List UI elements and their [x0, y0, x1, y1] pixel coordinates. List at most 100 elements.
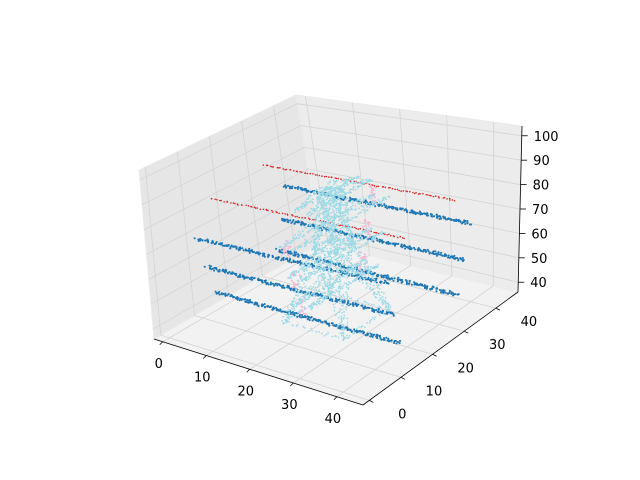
conductor-point [383, 281, 386, 285]
tower-leg-point [329, 247, 332, 250]
tower-ring-point [316, 246, 318, 249]
tower-leg-point [315, 231, 318, 234]
tower-brace-point [331, 234, 333, 237]
tower-arm-point [348, 251, 351, 254]
tower-brace-point [337, 229, 339, 232]
tower-arm-point [322, 224, 325, 227]
tower-arm-point [370, 227, 373, 230]
conductor-point [397, 276, 400, 279]
tower-arm-point [324, 192, 327, 195]
tower-arm-point [312, 202, 314, 204]
tower-brace-point [345, 291, 348, 294]
tower-arm-point [319, 281, 321, 284]
conductor-point [386, 274, 389, 277]
tower-arm-point [324, 276, 327, 279]
ground-wire-point [340, 178, 342, 180]
tower-arm-point [382, 198, 384, 201]
tower-arm-point [313, 302, 316, 305]
tower-ring-point [357, 326, 360, 328]
y-tick-label: 40 [521, 315, 538, 330]
tower-brace-point [329, 240, 331, 243]
conductor-point [419, 212, 422, 215]
conductor-point [464, 222, 467, 226]
conductor-point [308, 319, 311, 322]
tower-arm-point [319, 265, 322, 268]
tower-ring-point [370, 318, 373, 321]
tower-brace-point [346, 229, 348, 232]
conductor-point [298, 315, 301, 318]
tower-brace-point [347, 225, 350, 227]
conductor-point [274, 306, 278, 309]
tower-arm-point [378, 200, 381, 203]
conductor-point [286, 258, 289, 261]
x-tick [333, 396, 338, 401]
ground-wire-point [359, 227, 362, 230]
conductor-point [277, 309, 280, 312]
z-gridline [304, 146, 521, 185]
tower-leg-point [284, 313, 287, 316]
insulator-point [283, 252, 285, 255]
tower-arm-point [324, 284, 326, 287]
insulator-point [300, 305, 303, 308]
tower-arm-point [342, 211, 344, 214]
tower-arm-point [362, 196, 365, 199]
tower-arm-point [295, 269, 297, 272]
tower-arm-point [360, 267, 363, 270]
y-tick [464, 330, 469, 334]
conductor-point [291, 185, 294, 188]
tower-arm-point [355, 264, 358, 266]
conductor-point [359, 330, 362, 333]
ground-wire-point [325, 175, 328, 178]
tower-brace-point [340, 259, 343, 262]
tower-brace-point [343, 311, 345, 313]
conductor-point [355, 304, 359, 307]
ground-wire-point [241, 204, 243, 206]
tower-leg-point [347, 223, 350, 226]
tower-arm-point [303, 265, 306, 268]
tower-arm-point [316, 265, 318, 268]
ground-wire-point [382, 185, 385, 188]
conductor-point [269, 305, 273, 308]
tower-brace-point [332, 246, 335, 248]
tower-arm-point [372, 200, 375, 203]
conductor-point [425, 287, 428, 290]
tower-ring-point [343, 249, 345, 251]
tower-ring-point [324, 297, 327, 299]
tower-arm-point [309, 294, 312, 297]
tower-ring-point [354, 299, 357, 302]
ground-wire-point [223, 201, 225, 203]
tower-brace-point [304, 293, 307, 295]
tower-brace-point [374, 296, 377, 298]
ground-wire-point [368, 183, 371, 185]
conductor-point [376, 310, 379, 313]
conductor-point [388, 311, 391, 314]
conductor-point [387, 205, 390, 209]
tower-brace-point [329, 296, 332, 299]
tower-leg-point [329, 274, 332, 277]
ground-wire-point [271, 209, 273, 212]
tower-arm-point [352, 269, 355, 271]
tower-arm-point [306, 241, 309, 244]
conductor-point [445, 254, 448, 257]
conductor-point [257, 305, 260, 308]
tower-brace-point [339, 215, 342, 217]
tower-arm-point [306, 213, 308, 216]
tower-arm-point [348, 270, 350, 272]
tower-leg-point [327, 267, 330, 270]
tower-arm-point [369, 180, 372, 183]
tower-arm-point [297, 301, 299, 304]
tower-arm-point [326, 195, 328, 197]
tower-arm-point [318, 300, 321, 302]
tower-arm-point [331, 260, 334, 262]
ground-wire-point [272, 211, 274, 213]
ground-wire-point [434, 195, 437, 197]
tower-brace-point [350, 262, 353, 264]
tower-arm-point [339, 285, 341, 288]
tower-arm-point [353, 186, 355, 188]
tower-arm-point [314, 271, 317, 273]
conductor-point [360, 304, 363, 307]
ground-wire-point [413, 192, 416, 195]
conductor-point [337, 263, 340, 266]
tower-brace-point [293, 300, 295, 302]
x-tick-label: 40 [325, 412, 342, 427]
